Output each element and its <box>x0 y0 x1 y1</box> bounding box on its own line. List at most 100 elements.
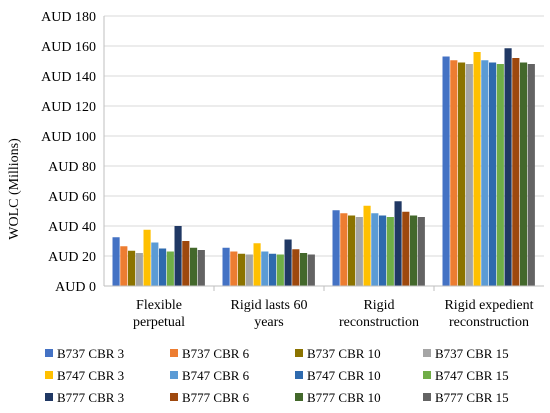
y-tick-label: AUD 180 <box>41 10 96 25</box>
y-tick-label: AUD 160 <box>41 40 96 55</box>
legend-item: B777 CBR 3 <box>45 390 124 405</box>
bar <box>253 243 261 286</box>
bar <box>489 62 497 286</box>
bar <box>292 249 300 286</box>
bar <box>512 58 520 286</box>
bar <box>465 64 473 286</box>
legend-item: B737 CBR 15 <box>423 346 509 361</box>
legend-item: B747 CBR 10 <box>295 368 381 383</box>
legend-item: B737 CBR 6 <box>170 346 250 361</box>
legend-label: B737 CBR 6 <box>182 346 250 361</box>
legend-swatch <box>423 349 431 357</box>
bar <box>151 242 159 286</box>
bar <box>190 247 198 286</box>
legend-label: B737 CBR 3 <box>57 346 124 361</box>
bar <box>450 60 458 286</box>
bar <box>371 213 379 286</box>
legend-swatch <box>295 371 303 379</box>
legend-item: B747 CBR 6 <box>170 368 250 383</box>
bar <box>128 250 136 286</box>
bar <box>197 250 205 286</box>
legend-item: B777 CBR 10 <box>295 390 381 405</box>
y-tick-label: AUD 80 <box>48 160 96 175</box>
bar <box>245 254 253 286</box>
legend-swatch <box>423 371 431 379</box>
bar <box>402 211 410 286</box>
legend-item: B747 CBR 3 <box>45 368 124 383</box>
bar <box>222 247 230 286</box>
bar <box>355 217 363 286</box>
bar <box>284 239 292 286</box>
x-axis-categories: Flexible perpetual Rigid lasts 60 years Rigi… <box>133 298 534 330</box>
legend-swatch <box>295 393 303 401</box>
bar <box>332 210 340 286</box>
bar <box>120 246 128 286</box>
legend-swatch <box>170 371 178 379</box>
bar <box>261 251 269 286</box>
x-category-label: Rigid expedient reconstruction <box>444 298 533 330</box>
legend-item: B777 CBR 6 <box>170 390 250 405</box>
y-tick-label: AUD 20 <box>48 250 96 265</box>
bar <box>473 52 481 286</box>
bar <box>348 215 356 286</box>
y-tick-label: AUD 140 <box>41 70 96 85</box>
bars <box>112 48 535 286</box>
bar <box>363 205 371 286</box>
legend-item: B737 CBR 3 <box>45 346 124 361</box>
y-tick-label: AUD 100 <box>41 130 96 145</box>
bar <box>386 217 394 286</box>
legend-label: B737 CBR 15 <box>435 346 509 361</box>
bar <box>307 254 315 286</box>
y-axis-ticks: AUD 0 AUD 20 AUD 40 AUD 60 AUD 80 AUD 100 AUD … <box>41 10 96 295</box>
bar <box>481 60 489 286</box>
legend-label: B747 CBR 6 <box>182 368 250 383</box>
bar <box>458 62 466 286</box>
legend-item: B737 CBR 10 <box>295 346 381 361</box>
bar <box>379 215 387 286</box>
bar <box>182 241 190 286</box>
legend-label: B747 CBR 10 <box>307 368 381 383</box>
bar <box>143 229 151 286</box>
y-axis-title: WOLC (Millions) <box>7 138 22 240</box>
bar <box>238 253 246 286</box>
bar <box>410 215 418 286</box>
legend-swatch <box>45 393 53 401</box>
legend-swatch <box>170 393 178 401</box>
x-category-label: Rigid reconstruction <box>339 298 419 330</box>
x-category-label: Rigid lasts 60 years <box>230 298 307 330</box>
y-tick-label: AUD 120 <box>41 100 96 115</box>
bar <box>166 251 174 286</box>
legend-label: B777 CBR 3 <box>57 390 124 405</box>
bar <box>135 253 143 286</box>
y-tick-label: AUD 0 <box>55 280 96 295</box>
legend-label: B777 CBR 15 <box>435 390 509 405</box>
legend-swatch <box>45 371 53 379</box>
bar <box>394 201 402 286</box>
x-category-label: Flexible perpetual <box>133 298 185 330</box>
legend-swatch <box>423 393 431 401</box>
legend-label: B747 CBR 3 <box>57 368 124 383</box>
bar <box>230 251 238 286</box>
legend-label: B747 CBR 15 <box>435 368 509 383</box>
bar <box>269 253 277 286</box>
bar <box>174 226 182 286</box>
legend-label: B777 CBR 6 <box>182 390 250 405</box>
bar <box>276 254 284 286</box>
legend-item: B747 CBR 15 <box>423 368 509 383</box>
legend-swatch <box>295 349 303 357</box>
y-tick-label: AUD 60 <box>48 190 96 205</box>
bar <box>112 237 120 286</box>
y-tick-label: AUD 40 <box>48 220 96 235</box>
bar <box>159 248 167 286</box>
legend-label: B737 CBR 10 <box>307 346 381 361</box>
axes <box>103 16 544 291</box>
bar <box>442 56 450 286</box>
legend-swatch <box>170 349 178 357</box>
bar <box>340 213 348 286</box>
bar <box>520 62 528 286</box>
legend-item: B777 CBR 15 <box>423 390 509 405</box>
legend-label: B777 CBR 10 <box>307 390 381 405</box>
bar <box>496 64 504 286</box>
legend: B737 CBR 3 B737 CBR 6 B737 CBR 10 B737 CBR … <box>45 346 509 405</box>
legend-swatch <box>45 349 53 357</box>
